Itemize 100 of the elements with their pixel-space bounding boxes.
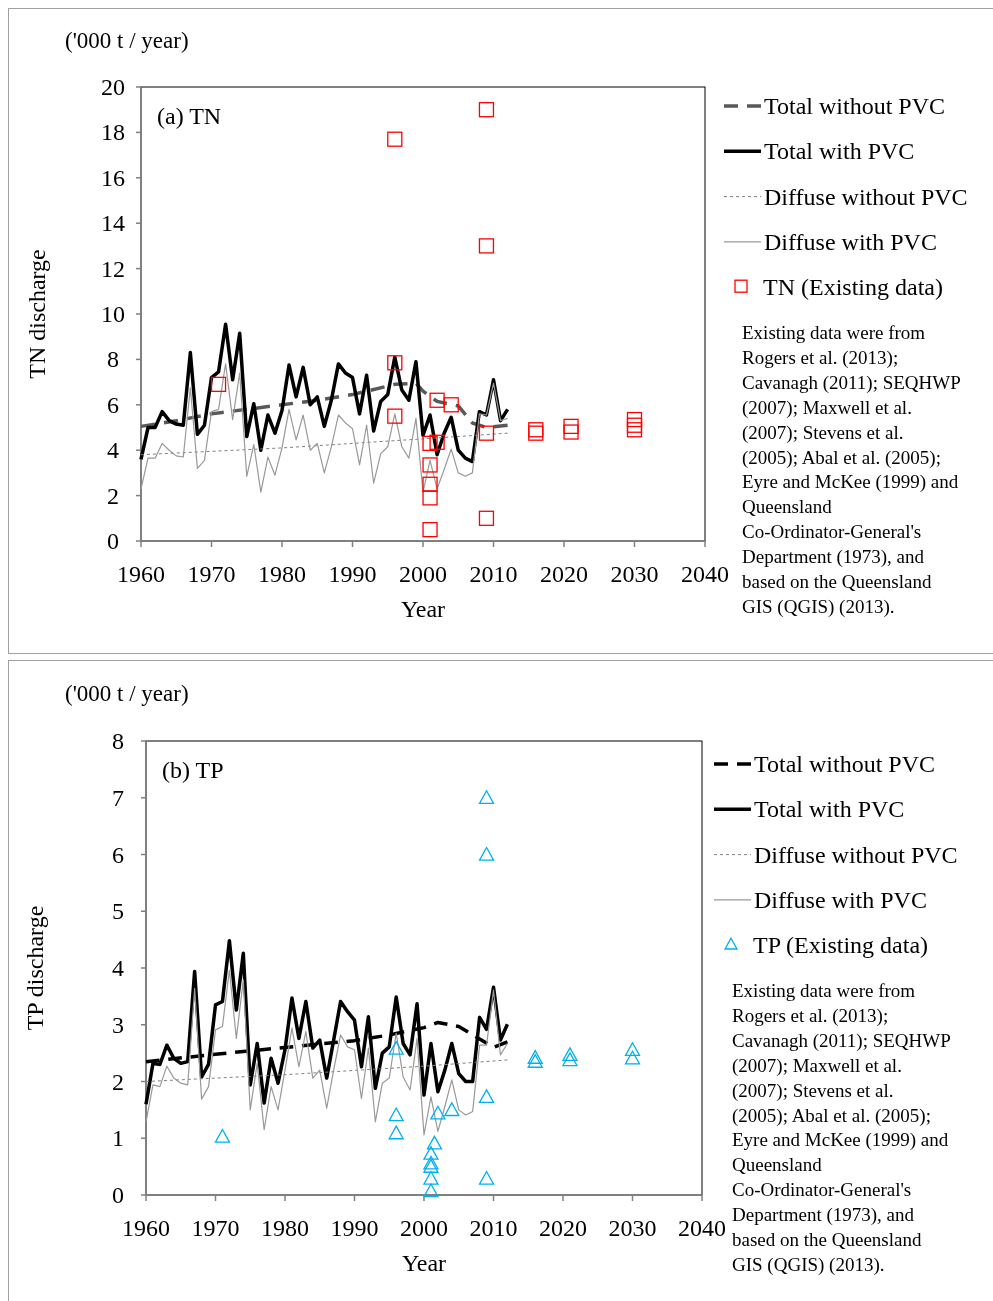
point — [210, 376, 227, 393]
point — [478, 510, 495, 526]
y-tick-label: 5 — [112, 898, 124, 925]
point — [426, 1135, 443, 1150]
y-tick-label: 2 — [107, 482, 119, 509]
x-tick-label: 2020 — [540, 561, 588, 587]
x-tick-label: 2040 — [678, 1215, 726, 1241]
point — [478, 102, 495, 118]
point — [626, 411, 643, 428]
point — [388, 1107, 404, 1122]
point — [422, 522, 438, 538]
point — [626, 417, 643, 433]
y-tick-label: 18 — [101, 119, 125, 146]
point — [624, 1042, 641, 1056]
point — [388, 1125, 404, 1140]
point — [443, 397, 459, 413]
y-tick-label: 14 — [101, 210, 125, 237]
y-tick-label: 12 — [101, 255, 125, 282]
text: ('000 t / year) — [65, 681, 189, 706]
x-axis-title: Year — [401, 1250, 447, 1276]
x-tick-label: 2000 — [399, 561, 447, 587]
point — [478, 1089, 495, 1104]
point — [422, 457, 438, 473]
y-tick-label: 8 — [112, 728, 124, 754]
point — [478, 846, 495, 861]
x-tick-label: 2030 — [610, 561, 659, 587]
x-tick-label: 2030 — [608, 1215, 657, 1241]
y-tick-label: 6 — [107, 391, 119, 418]
legend-label: TN (Existing data) — [763, 274, 943, 301]
legend-label: Total with PVC — [764, 138, 915, 165]
point — [624, 1050, 641, 1065]
y-axis-title: TN discharge — [24, 249, 50, 379]
legend-label: Diffuse without PVC — [764, 183, 968, 210]
text: ('000 t / year) — [65, 28, 189, 53]
line-series — [144, 939, 510, 1106]
legend-label: Total with PVC — [754, 796, 905, 823]
y-tick-label: 7 — [112, 784, 124, 811]
text: (b) TP — [162, 757, 224, 783]
x-tick-label: 2040 — [681, 561, 729, 587]
text: Existing data were from Rogers et al. (2013); Cavanagh (2011); SEQHWP (2007); Maxwell et al. (2007); Stevens et al. (2005); Abal et al. (2005); Eyre and McKee (1999) and Queensland Co-Ordinator-General's Department (1973), and based on the Queensland GIS (QGIS) (2013). — [742, 322, 961, 617]
point — [478, 425, 495, 441]
legend-label: TP (Existing data) — [753, 932, 929, 959]
point — [527, 1053, 543, 1068]
point — [562, 1052, 578, 1067]
x-tick-label: 1960 — [122, 1215, 170, 1241]
line-series — [139, 322, 510, 464]
x-tick-label: 1980 — [258, 561, 306, 587]
y-tick-label: 2 — [112, 1068, 124, 1095]
point — [387, 131, 403, 147]
point — [423, 1145, 439, 1160]
point — [444, 1102, 460, 1117]
legend-label: Diffuse with PVC — [754, 886, 927, 913]
legend-label: Diffuse with PVC — [764, 228, 937, 255]
legend-label: Diffuse without PVC — [754, 841, 958, 868]
point — [429, 434, 445, 450]
point — [214, 1128, 231, 1143]
x-tick-label: 1970 — [187, 561, 236, 587]
point — [387, 408, 403, 424]
point — [527, 1050, 543, 1064]
point — [429, 392, 445, 408]
point — [478, 238, 495, 254]
x-tick-label: 2000 — [400, 1215, 448, 1241]
point — [422, 490, 438, 506]
y-tick-label: 10 — [101, 301, 125, 327]
y-tick-label: 16 — [101, 164, 125, 191]
line-series — [140, 432, 509, 456]
point — [562, 1047, 578, 1062]
x-tick-label: 1990 — [330, 1215, 379, 1241]
x-tick-label: 1990 — [328, 561, 377, 587]
point — [430, 1105, 446, 1120]
point — [423, 1183, 439, 1198]
x-tick-label: 2020 — [539, 1215, 587, 1241]
x-tick-label: 2010 — [469, 1215, 518, 1241]
y-tick-label: 4 — [112, 955, 124, 981]
x-tick-label: 2010 — [469, 561, 518, 587]
x-tick-label: 1970 — [191, 1215, 240, 1241]
point — [423, 1170, 439, 1185]
legend-label: Total without PVC — [764, 93, 945, 119]
point — [422, 476, 438, 492]
point — [563, 418, 579, 435]
y-tick-label: 20 — [101, 74, 125, 100]
point — [422, 435, 438, 452]
y-tick-label: 3 — [112, 1011, 124, 1038]
point — [387, 355, 403, 371]
legend-label: Total without PVC — [754, 751, 935, 777]
point — [626, 422, 643, 438]
y-tick-label: 0 — [112, 1182, 124, 1208]
x-tick-label: 1980 — [261, 1215, 309, 1241]
point — [478, 790, 495, 804]
y-tick-label: 1 — [112, 1125, 124, 1152]
point — [388, 1040, 404, 1055]
y-tick-label: 8 — [107, 346, 119, 373]
y-tick-label: 4 — [107, 437, 119, 464]
point — [478, 1170, 495, 1185]
x-tick-label: 1960 — [117, 561, 165, 587]
x-axis-title: Year — [400, 596, 446, 622]
text: Existing data were from Rogers et al. (2013); Cavanagh (2011); SEQHWP (2007); Maxwell et al. (2007); Stevens et al. (2005); Abal et al. (2005); Eyre and McKee (1999) and Queensland Co-Ordinator-General's Department (1973), and based on the Queensland GIS (QGIS) (2013). — [732, 980, 951, 1275]
y-axis-title: TP discharge — [22, 905, 48, 1031]
y-tick-label: 6 — [112, 841, 124, 868]
y-tick-label: 0 — [107, 528, 119, 554]
